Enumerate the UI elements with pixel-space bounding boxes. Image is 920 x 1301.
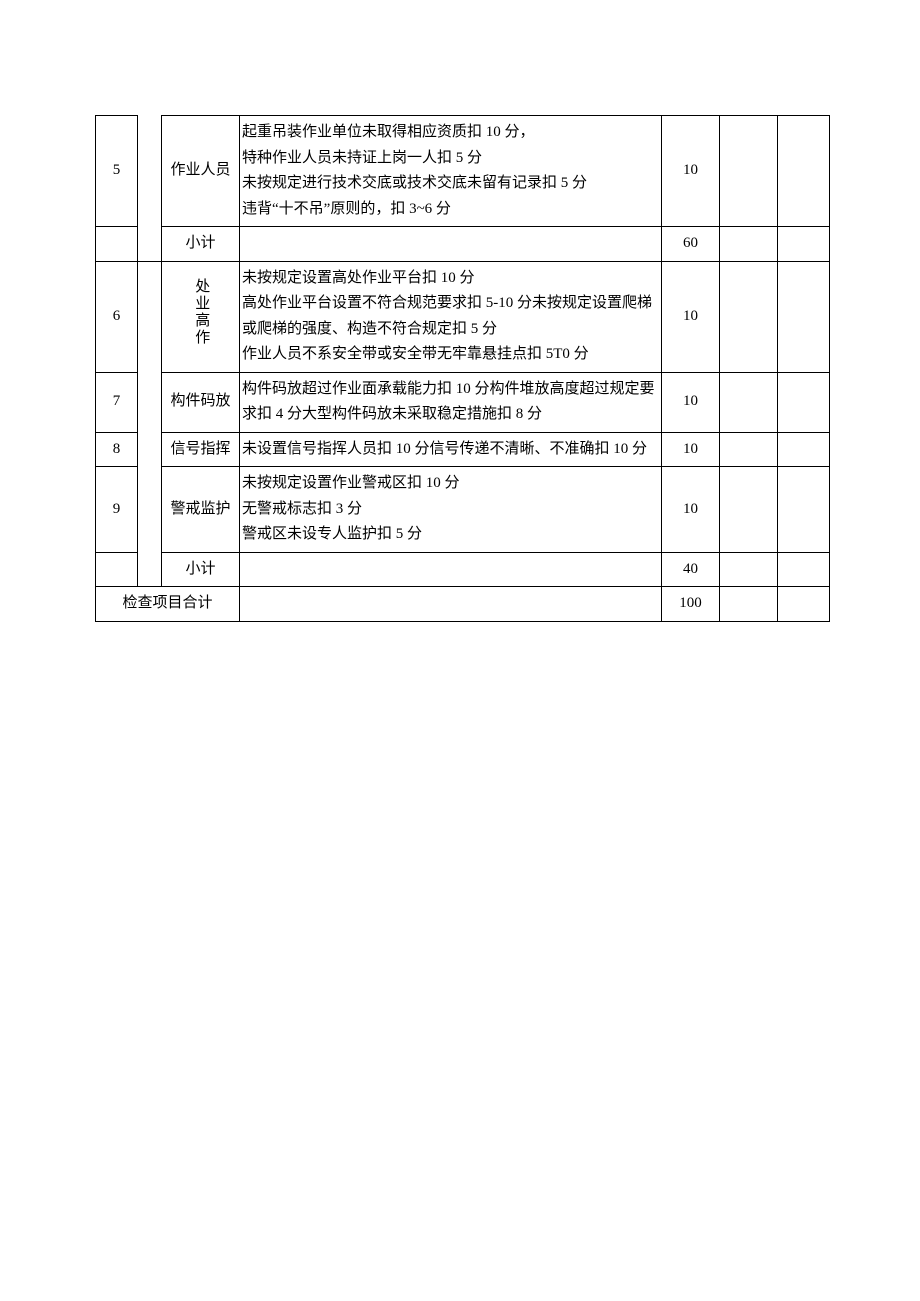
table-row: 6 处业高作 未按规定设置高处作业平台扣 10 分高处作业平台设置不符合规范要求… xyxy=(96,261,830,372)
row-no: 6 xyxy=(96,261,138,372)
blank-cell xyxy=(778,372,830,432)
item-desc: 起重吊装作业单位未取得相应资质扣 10 分，特种作业人员未持证上岗一人扣 5 分… xyxy=(240,116,662,227)
item-name: 处业高作 xyxy=(162,261,240,372)
item-name: 警戒监护 xyxy=(162,467,240,553)
item-score: 10 xyxy=(662,116,720,227)
blank-cell xyxy=(240,552,662,587)
item-desc: 未按规定设置高处作业平台扣 10 分高处作业平台设置不符合规范要求扣 5-10 … xyxy=(240,261,662,372)
item-score: 10 xyxy=(662,432,720,467)
blank-cell xyxy=(778,116,830,227)
item-score: 10 xyxy=(662,372,720,432)
total-row: 检查项目合计 100 xyxy=(96,587,830,622)
blank-cell xyxy=(96,227,138,262)
table-row: 8 信号指挥 未设置信号指挥人员扣 10 分信号传递不清晰、不准确扣 10 分 … xyxy=(96,432,830,467)
blank-cell xyxy=(720,467,778,553)
blank-cell xyxy=(778,261,830,372)
blank-cell xyxy=(240,227,662,262)
blank-cell xyxy=(778,227,830,262)
item-score: 10 xyxy=(662,467,720,553)
category-label: 处业高作 xyxy=(188,278,214,346)
row-no: 8 xyxy=(96,432,138,467)
blank-cell xyxy=(720,372,778,432)
item-name: 信号指挥 xyxy=(162,432,240,467)
table-row: 9 警戒监护 未按规定设置作业警戒区扣 10 分无警戒标志扣 3 分警戒区未设专… xyxy=(96,467,830,553)
subtotal-score: 60 xyxy=(662,227,720,262)
table-row: 7 构件码放 构件码放超过作业面承载能力扣 10 分构件堆放高度超过规定要求扣 … xyxy=(96,372,830,432)
subtotal-row: 小计 60 xyxy=(96,227,830,262)
category-cell xyxy=(138,116,162,227)
inspection-table: 5 作业人员 起重吊装作业单位未取得相应资质扣 10 分，特种作业人员未持证上岗… xyxy=(95,115,830,622)
item-name: 作业人员 xyxy=(162,116,240,227)
blank-cell xyxy=(720,227,778,262)
subtotal-label: 小计 xyxy=(162,227,240,262)
total-score: 100 xyxy=(662,587,720,622)
item-name: 构件码放 xyxy=(162,372,240,432)
blank-cell xyxy=(720,432,778,467)
category-cell xyxy=(138,552,162,587)
item-score: 10 xyxy=(662,261,720,372)
blank-cell xyxy=(720,552,778,587)
item-desc: 未设置信号指挥人员扣 10 分信号传递不清晰、不准确扣 10 分 xyxy=(240,432,662,467)
blank-cell xyxy=(720,116,778,227)
total-label: 检查项目合计 xyxy=(96,587,240,622)
row-no: 9 xyxy=(96,467,138,553)
blank-cell xyxy=(778,552,830,587)
blank-cell xyxy=(96,552,138,587)
blank-cell xyxy=(240,587,662,622)
blank-cell xyxy=(778,432,830,467)
blank-cell xyxy=(720,587,778,622)
blank-cell xyxy=(778,467,830,553)
category-cell xyxy=(138,261,162,552)
item-desc: 未按规定设置作业警戒区扣 10 分无警戒标志扣 3 分警戒区未设专人监护扣 5 … xyxy=(240,467,662,553)
table-row: 5 作业人员 起重吊装作业单位未取得相应资质扣 10 分，特种作业人员未持证上岗… xyxy=(96,116,830,227)
category-cell xyxy=(138,227,162,262)
row-no: 7 xyxy=(96,372,138,432)
subtotal-score: 40 xyxy=(662,552,720,587)
row-no: 5 xyxy=(96,116,138,227)
blank-cell xyxy=(778,587,830,622)
item-desc: 构件码放超过作业面承载能力扣 10 分构件堆放高度超过规定要求扣 4 分大型构件… xyxy=(240,372,662,432)
blank-cell xyxy=(720,261,778,372)
subtotal-row: 小计 40 xyxy=(96,552,830,587)
subtotal-label: 小计 xyxy=(162,552,240,587)
